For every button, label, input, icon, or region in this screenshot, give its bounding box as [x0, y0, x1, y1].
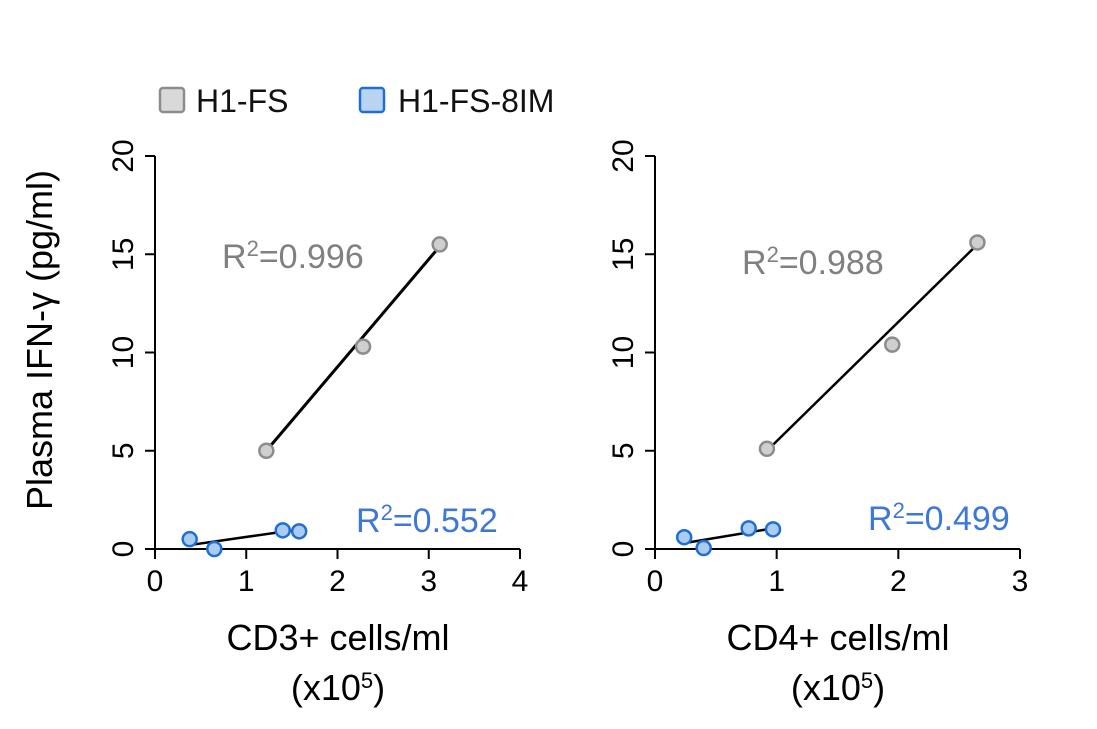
x-tick-label: 3	[420, 565, 437, 598]
point-h1-fs	[758, 440, 776, 458]
x-tick-label: 0	[647, 565, 664, 598]
y-tick-label: 20	[607, 139, 640, 172]
x-tick-label: 3	[1012, 565, 1029, 598]
y-tick-label: 0	[107, 541, 140, 558]
point-h1-fs-8im	[764, 521, 782, 538]
fit-line-h1-fs	[265, 245, 441, 452]
legend: H1-FS H1-FS-8IM	[158, 83, 554, 119]
y-tick-label: 5	[607, 442, 640, 459]
panel-cd3: 0 5 10 15 20 0 1 2 3 4 R2=0.996 R2=0.552 CD3+ cel…	[107, 139, 528, 708]
panel-cd3-points	[181, 236, 448, 558]
point-h1-fs-8im	[740, 520, 757, 537]
point-h1-fs-8im	[274, 522, 291, 539]
panel-cd4-ticks: 0 5 10 15 20 0 1 2 3	[607, 139, 1028, 598]
x-tick-label: 2	[890, 565, 907, 598]
panel-cd4: 0 5 10 15 20 0 1 2 3 R2=0.988 R2=0.499 CD4+ cell…	[607, 139, 1028, 708]
x-tick-label: 2	[329, 565, 346, 598]
point-h1-fs	[431, 236, 448, 253]
panel-cd3-r2-h1-fs-8im: R2=0.552	[356, 500, 498, 541]
y-axis-title: Plasma IFN-γ (pg/ml)	[19, 170, 60, 510]
legend-label-h1-fs-8im: H1-FS-8IM	[398, 83, 554, 119]
y-tick-label: 15	[607, 238, 640, 271]
panel-cd3-fit-lines	[189, 245, 441, 547]
panel-cd4-fit-lines	[683, 243, 979, 545]
x-tick-label: 4	[512, 565, 529, 598]
point-h1-fs-8im	[695, 539, 712, 557]
point-h1-fs	[884, 336, 901, 353]
point-h1-fs	[258, 442, 275, 459]
point-h1-fs	[969, 234, 986, 251]
fit-line-h1-fs	[766, 243, 979, 452]
panel-cd4-x-axis-unit: (x105)	[791, 667, 885, 708]
legend-label-h1-fs: H1-FS	[196, 83, 288, 119]
y-tick-label: 10	[607, 336, 640, 369]
y-tick-label: 5	[107, 442, 140, 459]
fit-line-h1-fs-8im	[683, 527, 774, 545]
panel-cd4-r2-h1-fs: R2=0.988	[742, 242, 884, 283]
panel-cd4-points	[675, 234, 986, 557]
panel-cd3-r2-h1-fs: R2=0.996	[222, 236, 364, 277]
x-tick-label: 1	[768, 565, 785, 598]
point-h1-fs-8im	[206, 540, 223, 558]
y-tick-label: 15	[107, 238, 140, 271]
y-tick-label: 0	[607, 541, 640, 558]
legend-swatch-h1-fs	[158, 86, 186, 114]
point-h1-fs-8im	[181, 530, 198, 548]
panel-cd3-x-axis-title: CD3+ cells/ml	[226, 617, 449, 658]
panel-cd3-ticks: 0 5 10 15 20 0 1 2 3 4	[107, 139, 528, 598]
panel-cd3-x-axis-unit: (x105)	[291, 667, 385, 708]
legend-swatch-h1-fs-8im	[358, 86, 386, 114]
point-h1-fs-8im	[675, 528, 693, 546]
point-h1-fs	[354, 338, 372, 355]
x-tick-label: 1	[238, 565, 255, 598]
panel-cd4-x-axis-title: CD4+ cells/ml	[726, 617, 949, 658]
x-tick-label: 0	[147, 565, 164, 598]
panel-cd4-r2-h1-fs-8im: R2=0.499	[868, 498, 1010, 539]
y-tick-label: 10	[107, 336, 140, 369]
point-h1-fs-8im	[290, 523, 308, 540]
y-tick-label: 20	[107, 139, 140, 172]
